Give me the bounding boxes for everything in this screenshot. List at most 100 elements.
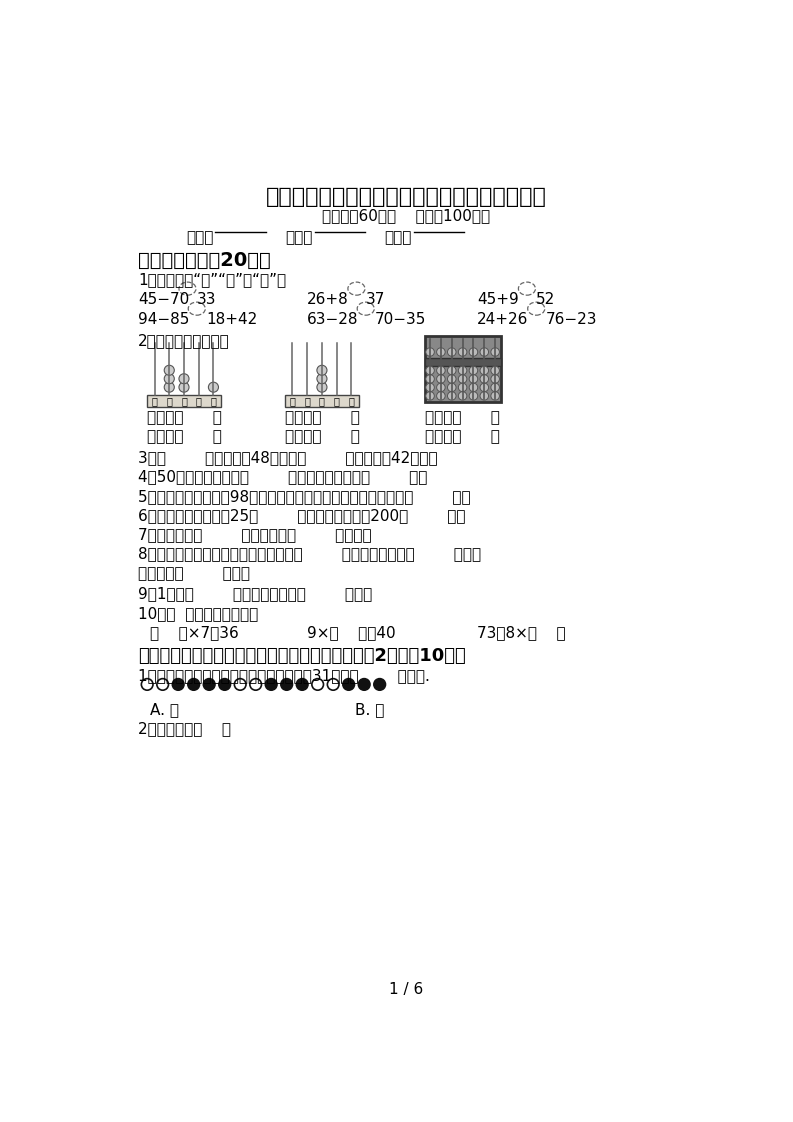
Circle shape [317,374,327,384]
Text: 70−35: 70−35 [375,312,427,327]
Bar [147,395,220,407]
Circle shape [235,679,246,690]
Circle shape [458,348,467,357]
Text: 读作：（      ）: 读作：（ ） [424,429,500,444]
Text: 千: 千 [305,396,310,406]
Circle shape [317,383,327,393]
Text: 写作：（      ）: 写作：（ ） [424,411,500,425]
Circle shape [157,679,168,690]
Circle shape [469,366,477,375]
Circle shape [141,679,153,690]
Text: 1、在里填上“＞”“＜”或“＝”．: 1、在里填上“＞”“＜”或“＝”． [138,272,286,287]
Circle shape [437,392,445,401]
Text: 万: 万 [151,396,158,406]
Text: 18+42: 18+42 [206,312,257,327]
Text: B. 白: B. 白 [355,702,385,717]
Text: 写作：（      ）: 写作：（ ） [147,411,222,425]
Circle shape [250,679,262,690]
Circle shape [491,392,500,401]
Circle shape [447,366,456,375]
Circle shape [437,348,445,357]
Circle shape [447,384,456,392]
Circle shape [447,375,456,384]
Text: 十: 十 [334,396,339,406]
Text: 1 / 6: 1 / 6 [389,982,423,996]
Text: 10、（  ）里最大能填几？: 10、（ ）里最大能填几？ [138,606,259,620]
Text: 百: 百 [319,396,325,406]
Circle shape [297,679,308,690]
Text: 9×（    ）＜40: 9×（ ）＜40 [307,625,396,641]
Text: 3、（        ）只蟹蟹有48条腿；（        ）只蜜蜂有42条腿。: 3、（ ）只蟹蟹有48条腿；（ ）只蜜蜂有42条腿。 [138,450,438,466]
Circle shape [343,679,354,690]
Text: 2、看图写数、读数。: 2、看图写数、读数。 [138,333,230,348]
Text: 万: 万 [289,396,296,406]
Circle shape [437,384,445,392]
Circle shape [219,679,231,690]
Circle shape [458,366,467,375]
Circle shape [480,392,488,401]
Circle shape [491,375,500,384]
Text: 33: 33 [197,292,216,306]
Circle shape [172,679,184,690]
Text: 1、按下面的方式摆珠子，从左往右数，第31飵是（        ）颜色.: 1、按下面的方式摆珠子，从左往右数，第31飵是（ ）颜色. [138,669,430,683]
Text: 百: 百 [181,396,187,406]
Text: 45−70: 45−70 [138,292,189,306]
Text: 姓名：: 姓名： [285,230,312,245]
Circle shape [266,679,277,690]
Text: 读作：（      ）: 读作：（ ） [285,429,360,444]
Circle shape [480,348,488,357]
Circle shape [164,366,174,375]
Text: 班级：: 班级： [186,230,213,245]
Circle shape [164,374,174,384]
Text: 26+8: 26+8 [307,292,349,306]
Text: 第三位是（        ）位。: 第三位是（ ）位。 [138,565,250,581]
Circle shape [188,679,200,690]
Text: 9、1时＝（        ）分．半小时是（        ）分．: 9、1时＝（ ）分．半小时是（ ）分． [138,587,372,601]
Circle shape [281,679,293,690]
Text: 24+26: 24+26 [477,312,529,327]
Circle shape [358,679,370,690]
Text: 一、填空题。（20分）: 一、填空题。（20分） [138,251,270,270]
Text: 45+9: 45+9 [477,292,519,306]
Text: 94−85: 94−85 [138,312,190,327]
Circle shape [374,679,385,690]
Text: 76−23: 76−23 [546,312,597,327]
Text: （时间：60分钟    分数：100分）: （时间：60分钟 分数：100分） [322,209,490,223]
Circle shape [179,374,189,384]
Text: 37: 37 [366,292,385,306]
Circle shape [209,383,219,393]
Circle shape [179,383,189,393]
Text: 十: 十 [196,396,201,406]
Circle shape [458,375,467,384]
Text: 7、一个角有（        ）个顶点和（        ）条边。: 7、一个角有（ ）个顶点和（ ）条边。 [138,527,371,542]
Circle shape [480,384,488,392]
Circle shape [203,679,215,690]
Bar [285,395,358,407]
Text: 52: 52 [536,292,555,306]
Circle shape [317,366,327,375]
Circle shape [491,366,500,375]
Circle shape [469,384,477,392]
Text: 73＞8×（    ）: 73＞8×（ ） [477,625,566,641]
Circle shape [312,679,324,690]
Text: 写作：（      ）: 写作：（ ） [285,411,360,425]
Text: 冀教版二年级数学上册期中试卷及答案【下载】: 冀教版二年级数学上册期中试卷及答案【下载】 [266,187,546,206]
Circle shape [437,375,445,384]
Text: 千: 千 [167,396,172,406]
Text: 4、50前面的一个数是（        ），后面一个数是（        ）．: 4、50前面的一个数是（ ），后面一个数是（ ）． [138,470,427,485]
Text: A. 黑: A. 黑 [150,702,178,717]
Circle shape [426,392,435,401]
Text: 读作：（      ）: 读作：（ ） [147,429,222,444]
Text: 6、小丽同学的体重是25（        ）；一个梨子约重200（        ）．: 6、小丽同学的体重是25（ ）；一个梨子约重200（ ）． [138,508,465,523]
Circle shape [469,375,477,384]
Circle shape [480,366,488,375]
Bar [424,337,500,402]
Text: 个: 个 [210,396,216,406]
Circle shape [480,375,488,384]
Circle shape [426,366,435,375]
Circle shape [447,348,456,357]
Circle shape [447,392,456,401]
Text: 63−28: 63−28 [307,312,358,327]
Circle shape [328,679,339,690]
Text: 个: 个 [348,396,354,406]
